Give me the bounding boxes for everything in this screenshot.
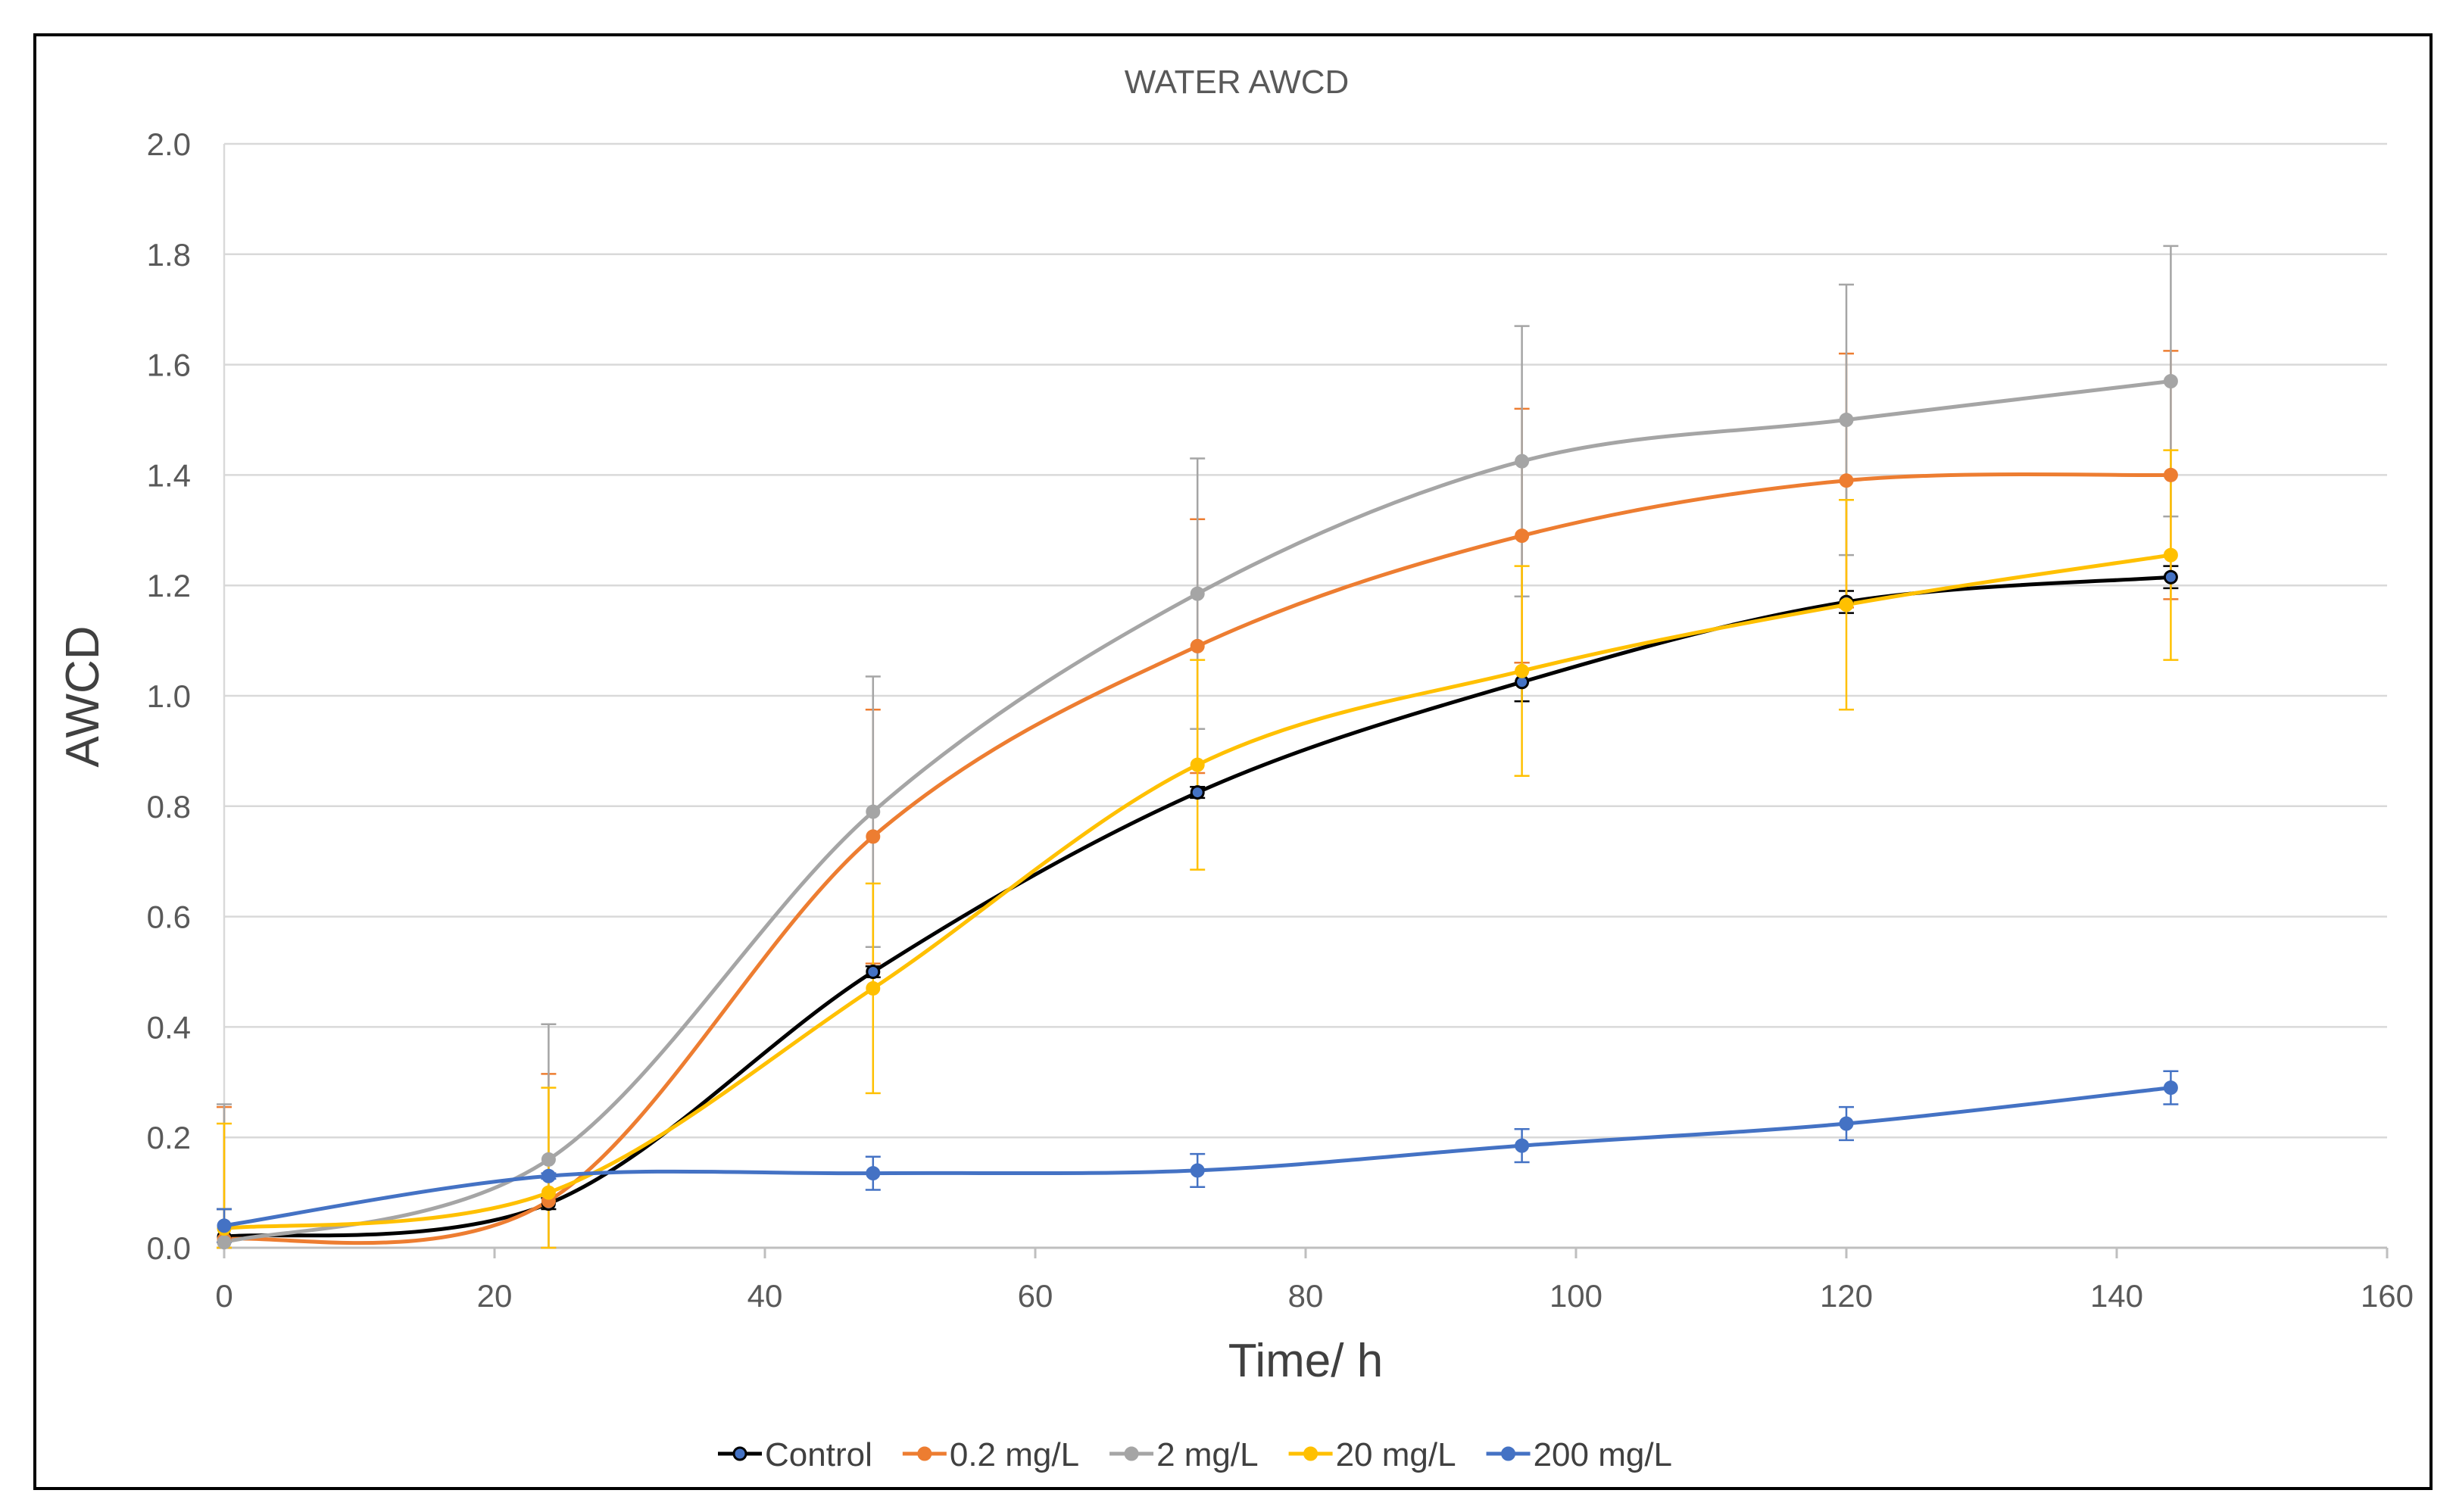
point-20-mg-l-4 — [1515, 663, 1530, 678]
y-tick-label-0: 0.0 — [147, 1230, 191, 1266]
chart-frame: WATER AWCD 0.0 0.2 0.4 0.6 0.8 1.0 1.2 1.4 1.6 1.… — [33, 33, 2433, 1490]
x-tick-labels: 0 20 40 60 80 100 120 140 160 — [215, 1278, 2414, 1314]
point-0-2-mg-l-3 — [1190, 638, 1205, 653]
point-200-mg-l-1 — [541, 1168, 556, 1183]
y-tick-label-10: 2.0 — [147, 126, 191, 162]
point-2-mg-l-0 — [217, 1235, 232, 1250]
legend-swatch-marker — [732, 1446, 747, 1461]
y-tick-label-3: 0.6 — [147, 899, 191, 935]
error-bars — [217, 245, 2179, 1249]
point-20-mg-l-3 — [1190, 757, 1205, 772]
axes — [223, 144, 2389, 1258]
error-bar-20-mg-l-1 — [541, 1086, 557, 1249]
legend-swatch-marker — [1501, 1446, 1516, 1461]
x-tick-label-2: 40 — [747, 1278, 783, 1314]
point-0-2-mg-l-4 — [1515, 528, 1530, 544]
legend-label-200-mg-l: 200 mg/L — [1534, 1436, 1672, 1473]
x-tick-label-3: 60 — [1018, 1278, 1053, 1314]
y-tick-label-6: 1.2 — [147, 568, 191, 603]
point-0-2-mg-l-5 — [1839, 473, 1854, 488]
y-tick-label-5: 1.0 — [147, 678, 191, 714]
legend-swatch-marker — [917, 1446, 932, 1461]
y-tick-labels: 0.0 0.2 0.4 0.6 0.8 1.0 1.2 1.4 1.6 1.8 2.0 — [147, 126, 191, 1266]
gridlines — [224, 142, 2387, 1139]
x-axis-title: Time/ h — [1228, 1335, 1383, 1387]
x-tick-label-6: 120 — [1820, 1278, 1873, 1314]
point-200-mg-l-6 — [2163, 1080, 2178, 1096]
point-2-mg-l-4 — [1515, 454, 1530, 469]
point-20-mg-l-5 — [1839, 597, 1854, 613]
legend-item-0-2-mg-l: 0.2 mg/L — [902, 1436, 1079, 1473]
legend-label-2-mg-l: 2 mg/L — [1156, 1436, 1259, 1473]
point-control-2 — [866, 965, 881, 979]
y-tick-label-2: 0.4 — [147, 1009, 191, 1045]
point-2-mg-l-3 — [1190, 586, 1205, 601]
point-control-3 — [1190, 785, 1205, 800]
legend-item-2-mg-l: 2 mg/L — [1109, 1436, 1259, 1473]
y-tick-label-9: 1.8 — [147, 237, 191, 273]
point-0-2-mg-l-2 — [866, 829, 881, 844]
x-tick-label-0: 0 — [215, 1278, 232, 1314]
point-20-mg-l-2 — [866, 980, 881, 996]
point-20-mg-l-6 — [2163, 547, 2178, 563]
x-tick-label-5: 100 — [1549, 1278, 1602, 1314]
point-200-mg-l-0 — [217, 1218, 232, 1233]
legend: Control 0.2 mg/L 2 mg/L 20 mg/L 200 mg/L — [718, 1436, 1672, 1473]
legend-item-control: Control — [718, 1436, 872, 1473]
chart-title: WATER AWCD — [1125, 64, 1350, 101]
point-200-mg-l-2 — [866, 1166, 881, 1181]
legend-label-control: Control — [765, 1436, 872, 1473]
point-200-mg-l-3 — [1190, 1163, 1205, 1178]
point-2-mg-l-5 — [1839, 413, 1854, 427]
point-20-mg-l-1 — [541, 1185, 556, 1200]
point-2-mg-l-2 — [866, 804, 881, 819]
chart-svg: WATER AWCD 0.0 0.2 0.4 0.6 0.8 1.0 1.2 1.4 1.6 1.… — [57, 64, 2414, 1473]
y-tick-label-8: 1.6 — [147, 348, 191, 383]
series-markers — [217, 373, 2178, 1250]
legend-item-200-mg-l: 200 mg/L — [1486, 1436, 1672, 1473]
legend-label-0-2-mg-l: 0.2 mg/L — [950, 1436, 1079, 1473]
point-control-6 — [2163, 569, 2178, 585]
point-2-mg-l-1 — [541, 1152, 556, 1167]
x-tick-label-8: 160 — [2361, 1278, 2414, 1314]
y-tick-label-4: 0.8 — [147, 789, 191, 825]
x-tick-label-1: 20 — [477, 1278, 513, 1314]
point-2-mg-l-6 — [2163, 373, 2178, 388]
y-axis-title: AWCD — [57, 625, 109, 767]
legend-swatch-marker — [1303, 1446, 1319, 1461]
legend-item-20-mg-l: 20 mg/L — [1288, 1436, 1456, 1473]
point-0-2-mg-l-6 — [2163, 467, 2178, 482]
y-tick-label-7: 1.4 — [147, 457, 191, 493]
y-tick-label-1: 0.2 — [147, 1120, 191, 1155]
legend-label-20-mg-l: 20 mg/L — [1336, 1436, 1456, 1473]
x-tick-label-4: 80 — [1288, 1278, 1324, 1314]
point-200-mg-l-5 — [1839, 1116, 1854, 1131]
legend-swatch-marker — [1124, 1446, 1139, 1461]
x-tick-label-7: 140 — [2090, 1278, 2143, 1314]
point-200-mg-l-4 — [1515, 1138, 1530, 1153]
